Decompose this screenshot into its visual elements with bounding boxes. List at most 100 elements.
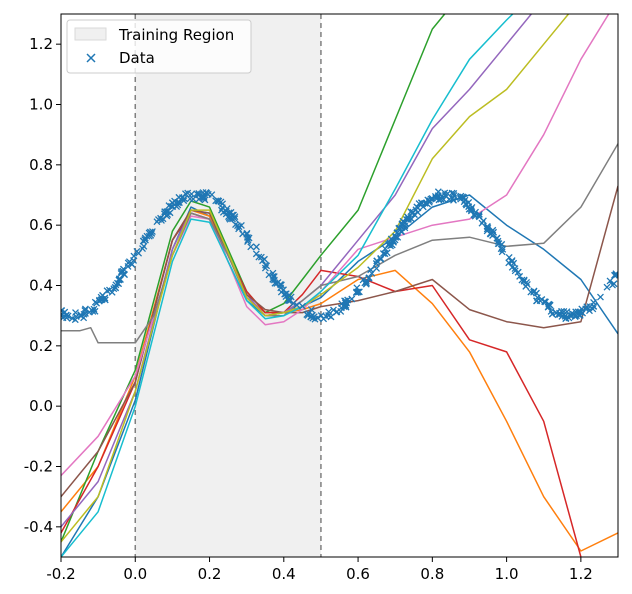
data-point — [322, 312, 330, 320]
data-point — [285, 295, 293, 303]
y-tick-label: 0.0 — [29, 397, 53, 415]
legend-data-label: Data — [119, 49, 155, 67]
data-point — [193, 190, 201, 198]
data-point — [153, 218, 161, 226]
data-point — [368, 269, 376, 277]
data-point — [391, 236, 399, 244]
data-point — [408, 209, 416, 217]
data-point — [414, 209, 422, 216]
x-tick-label: -0.2 — [46, 565, 75, 583]
data-point — [282, 290, 290, 298]
data-point — [95, 297, 103, 305]
data-point — [552, 309, 560, 317]
x-tick-label: 1.0 — [495, 565, 519, 583]
legend-training-region-swatch — [74, 27, 107, 41]
data-point — [445, 195, 453, 203]
data-point — [114, 279, 121, 287]
data-point — [325, 308, 333, 316]
data-point — [112, 284, 120, 292]
y-tick-label: 0.2 — [29, 337, 53, 355]
data-point — [352, 289, 360, 297]
data-point — [125, 258, 133, 266]
data-point — [397, 227, 405, 235]
data-point — [541, 298, 548, 306]
data-point — [88, 306, 96, 314]
data-point — [467, 205, 475, 213]
data-point — [450, 189, 458, 197]
data-point — [579, 309, 587, 317]
data-point — [363, 279, 370, 287]
data-point — [226, 215, 234, 223]
data-point — [219, 200, 227, 208]
y-axis: -0.4 -0.2 0.0 0.2 0.4 0.6 0.8 1.0 1.2 — [24, 35, 61, 536]
data-point — [261, 264, 269, 272]
data-point — [305, 310, 313, 318]
data-point — [609, 281, 616, 289]
data-point — [308, 311, 316, 319]
data-point — [520, 277, 528, 285]
x-tick-label: 0.4 — [272, 565, 296, 583]
data-point — [545, 300, 553, 308]
x-tick-label: 0.0 — [123, 565, 147, 583]
data-point — [174, 198, 182, 206]
model-line-6 — [61, 185, 618, 498]
data-point — [562, 314, 570, 322]
data-point — [81, 307, 89, 314]
data-point — [440, 196, 448, 203]
data-point — [214, 197, 222, 205]
data-point — [419, 203, 427, 211]
data-point — [244, 236, 252, 244]
data-point — [119, 265, 127, 273]
data-point — [141, 234, 149, 242]
data-point — [145, 232, 153, 240]
data-point — [269, 269, 277, 277]
data-point — [462, 200, 470, 208]
data-point — [379, 250, 387, 258]
legend-box — [66, 19, 252, 74]
data-points-layer — [61, 188, 618, 324]
model-line-9 — [61, 14, 570, 543]
y-tick-label: 1.0 — [29, 96, 53, 114]
x-tick-label: 0.6 — [346, 565, 370, 583]
data-point — [204, 190, 212, 198]
data-point — [252, 250, 260, 258]
data-point — [184, 189, 192, 197]
data-point — [269, 275, 277, 283]
data-point — [465, 205, 473, 213]
data-point — [222, 207, 230, 215]
x-tick-label: 1.2 — [569, 565, 593, 583]
data-point — [421, 199, 429, 207]
data-point — [448, 189, 456, 197]
data-point — [508, 263, 516, 271]
data-point — [91, 298, 99, 306]
data-point — [438, 192, 446, 200]
data-point — [532, 297, 540, 305]
data-point — [252, 243, 260, 251]
data-point — [361, 279, 369, 287]
data-point — [560, 310, 568, 318]
data-point — [408, 215, 415, 223]
data-point — [373, 257, 381, 265]
data-point — [490, 228, 498, 236]
data-point — [611, 271, 618, 279]
data-point — [247, 243, 255, 251]
data-point — [460, 194, 468, 201]
data-point — [81, 305, 89, 313]
data-point — [385, 240, 393, 248]
data-point — [494, 237, 502, 245]
data-point — [337, 307, 345, 315]
data-point — [342, 301, 350, 309]
data-point — [548, 310, 556, 318]
data-point — [175, 193, 183, 201]
data-point — [329, 306, 337, 314]
data-point — [413, 203, 421, 211]
y-tick-label: -0.4 — [24, 518, 53, 536]
data-point — [140, 242, 148, 250]
data-point — [293, 301, 301, 309]
data-point — [72, 309, 79, 316]
data-point — [533, 289, 540, 297]
legend-training-region-label: Training Region — [118, 26, 234, 44]
data-point — [475, 212, 483, 220]
data-point — [606, 277, 614, 285]
